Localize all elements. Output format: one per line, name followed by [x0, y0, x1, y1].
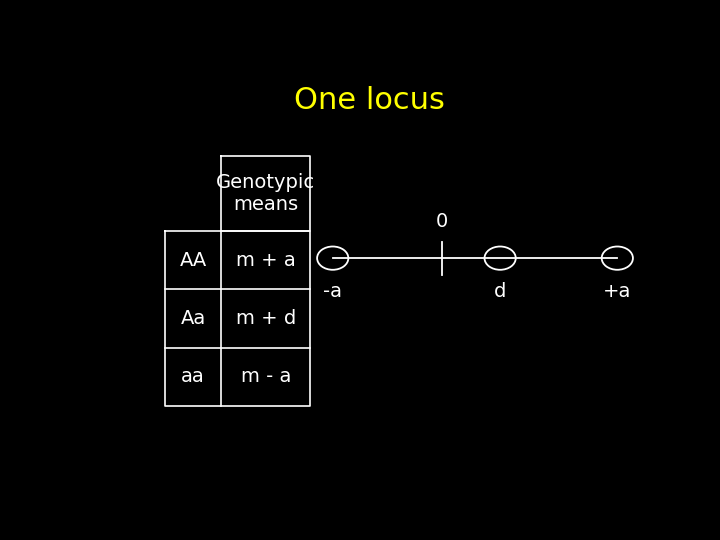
Text: Aa: Aa — [181, 309, 206, 328]
Text: +a: +a — [603, 282, 631, 301]
Text: One locus: One locus — [294, 86, 444, 114]
Text: m + a: m + a — [236, 251, 296, 269]
Text: AA: AA — [179, 251, 207, 269]
Text: 0: 0 — [436, 212, 448, 231]
Text: -a: -a — [323, 282, 342, 301]
Text: aa: aa — [181, 367, 205, 386]
Text: m - a: m - a — [240, 367, 291, 386]
Text: m + d: m + d — [235, 309, 296, 328]
Text: Genotypic
means: Genotypic means — [216, 173, 315, 214]
Text: d: d — [494, 282, 506, 301]
